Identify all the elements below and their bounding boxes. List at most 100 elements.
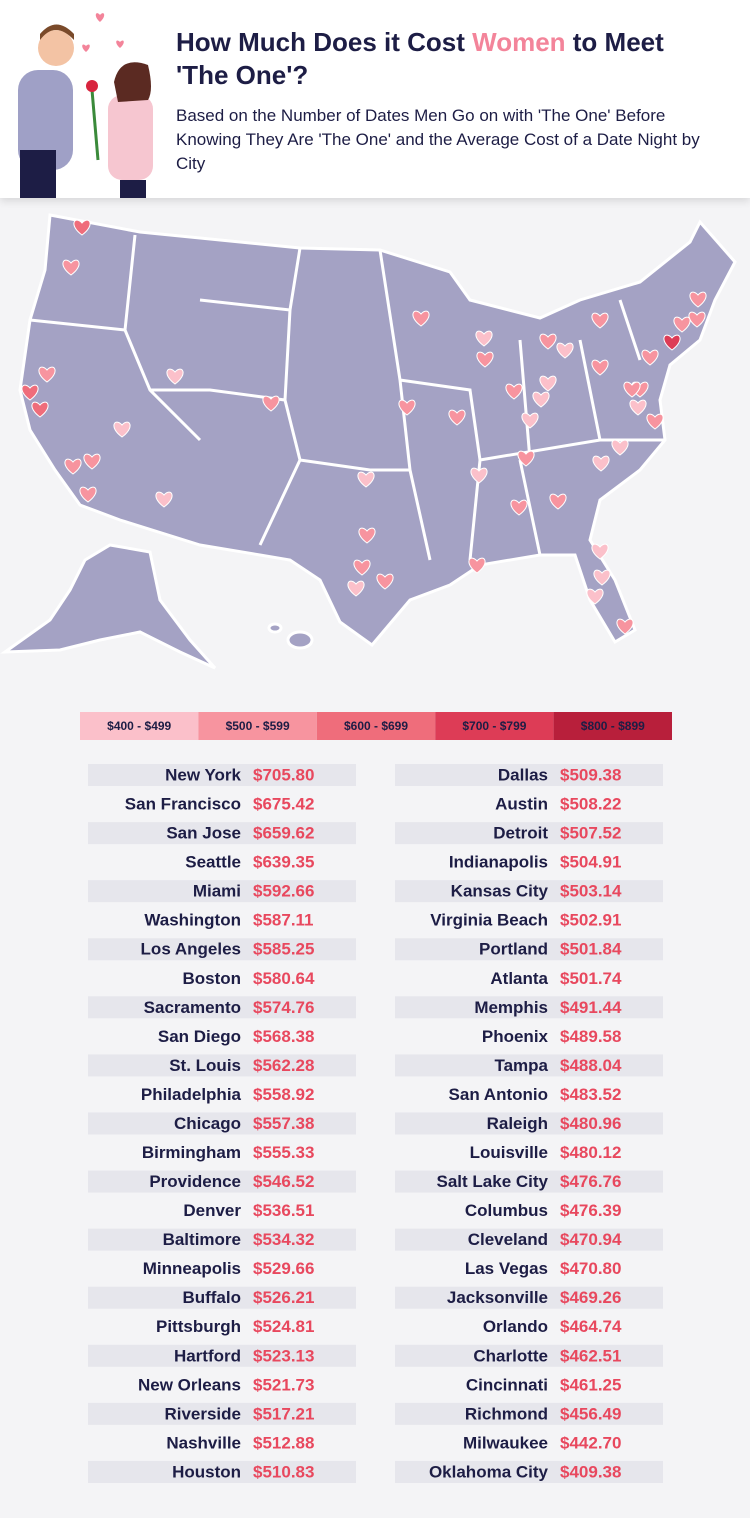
city-heart [591, 312, 609, 329]
row-bg [88, 1228, 356, 1251]
city: Boston [182, 969, 241, 988]
city: Houston [172, 1462, 241, 1481]
cost: $546.52 [253, 1172, 314, 1191]
cost: $523.13 [253, 1346, 314, 1365]
cost: $462.51 [560, 1346, 621, 1365]
row-bg [88, 938, 356, 961]
city-heart [539, 375, 557, 392]
cost: $470.94 [560, 1230, 622, 1249]
cost: $568.38 [253, 1027, 314, 1046]
legend-swatch [553, 712, 672, 740]
cost: $502.91 [560, 911, 621, 930]
city-heart [611, 439, 629, 456]
city: Providence [149, 1172, 241, 1191]
city: Atlanta [490, 969, 548, 988]
city: Jacksonville [447, 1288, 548, 1307]
city-heart [83, 453, 101, 470]
cost: $639.35 [253, 853, 314, 872]
city: Nashville [166, 1433, 241, 1452]
city: Washington [144, 911, 241, 930]
city-heart [505, 383, 523, 400]
cost: $529.66 [253, 1259, 314, 1278]
title-part: How Much Does it Cost [176, 27, 473, 57]
row-bg [395, 1344, 663, 1367]
cost: $536.51 [253, 1201, 314, 1220]
city: Detroit [493, 824, 548, 843]
cost: $517.21 [253, 1404, 314, 1423]
legend-label: $700 - $799 [462, 719, 526, 733]
cost: $555.33 [253, 1143, 314, 1162]
man-legs [20, 150, 56, 198]
cost: $469.26 [560, 1288, 621, 1307]
city: Kansas City [451, 882, 549, 901]
city-heart [62, 259, 80, 276]
city-heart [556, 342, 574, 359]
cost: $580.64 [253, 969, 315, 988]
row-bg [88, 764, 356, 786]
row-bg [395, 1228, 663, 1251]
cost: $501.84 [560, 940, 622, 959]
city-heart [592, 455, 610, 472]
us-map [0, 213, 737, 670]
city-heart [398, 399, 416, 416]
cost: $585.25 [253, 940, 314, 959]
city-heart [79, 486, 97, 503]
city-heart [448, 409, 466, 426]
cost: $526.21 [253, 1288, 314, 1307]
cost: $592.66 [253, 882, 314, 901]
man-head [38, 30, 74, 66]
city: Cleveland [468, 1230, 548, 1249]
cost: $521.73 [253, 1375, 314, 1394]
legend-swatch [198, 712, 317, 740]
legend-label: $500 - $599 [226, 719, 290, 733]
city: Dallas [498, 765, 548, 784]
city: Oklahoma City [429, 1462, 549, 1481]
city: Pittsburgh [156, 1317, 241, 1336]
city: San Jose [166, 824, 241, 843]
row-bg [88, 1170, 356, 1193]
cost: $488.04 [560, 1056, 622, 1075]
row-bg [395, 1286, 663, 1309]
cost: $675.42 [253, 795, 314, 814]
city-heart [549, 493, 567, 510]
city-heart [38, 366, 56, 383]
legend-label: $600 - $699 [344, 719, 408, 733]
title-highlight: Women [472, 27, 566, 57]
city-heart [517, 450, 535, 467]
rose [86, 80, 98, 92]
row-bg [395, 764, 663, 786]
legend-swatch [435, 712, 554, 740]
cost: $501.74 [560, 969, 622, 988]
city-heart [357, 471, 375, 488]
city-heart [593, 569, 611, 586]
hawaii [267, 622, 283, 634]
row-bg [395, 822, 663, 845]
city: Hartford [174, 1346, 241, 1365]
row-bg [395, 880, 663, 903]
heart-deco [116, 40, 124, 48]
city-heart [673, 316, 691, 333]
title: How Much Does it Cost Women to Meet 'The… [176, 26, 716, 92]
city: Las Vegas [465, 1259, 548, 1278]
city: Tampa [494, 1056, 548, 1075]
city: New York [165, 765, 241, 784]
city-heart [155, 491, 173, 508]
city: New Orleans [138, 1375, 241, 1394]
cost: $504.91 [560, 853, 621, 872]
city: Philadelphia [141, 1085, 242, 1104]
contiguous-us [18, 213, 737, 648]
cost: $587.11 [253, 911, 314, 930]
city-heart [476, 351, 494, 368]
city-heart [347, 580, 365, 597]
city-heart [521, 412, 539, 429]
cost: $562.28 [253, 1056, 314, 1075]
city-heart [591, 543, 609, 560]
city: San Antonio [449, 1085, 548, 1104]
city-heart [113, 421, 131, 438]
row-bg [395, 1112, 663, 1135]
state-lines [29, 234, 665, 561]
city: Virginia Beach [430, 911, 548, 930]
row-bg [88, 1112, 356, 1135]
city-heart [623, 381, 641, 398]
